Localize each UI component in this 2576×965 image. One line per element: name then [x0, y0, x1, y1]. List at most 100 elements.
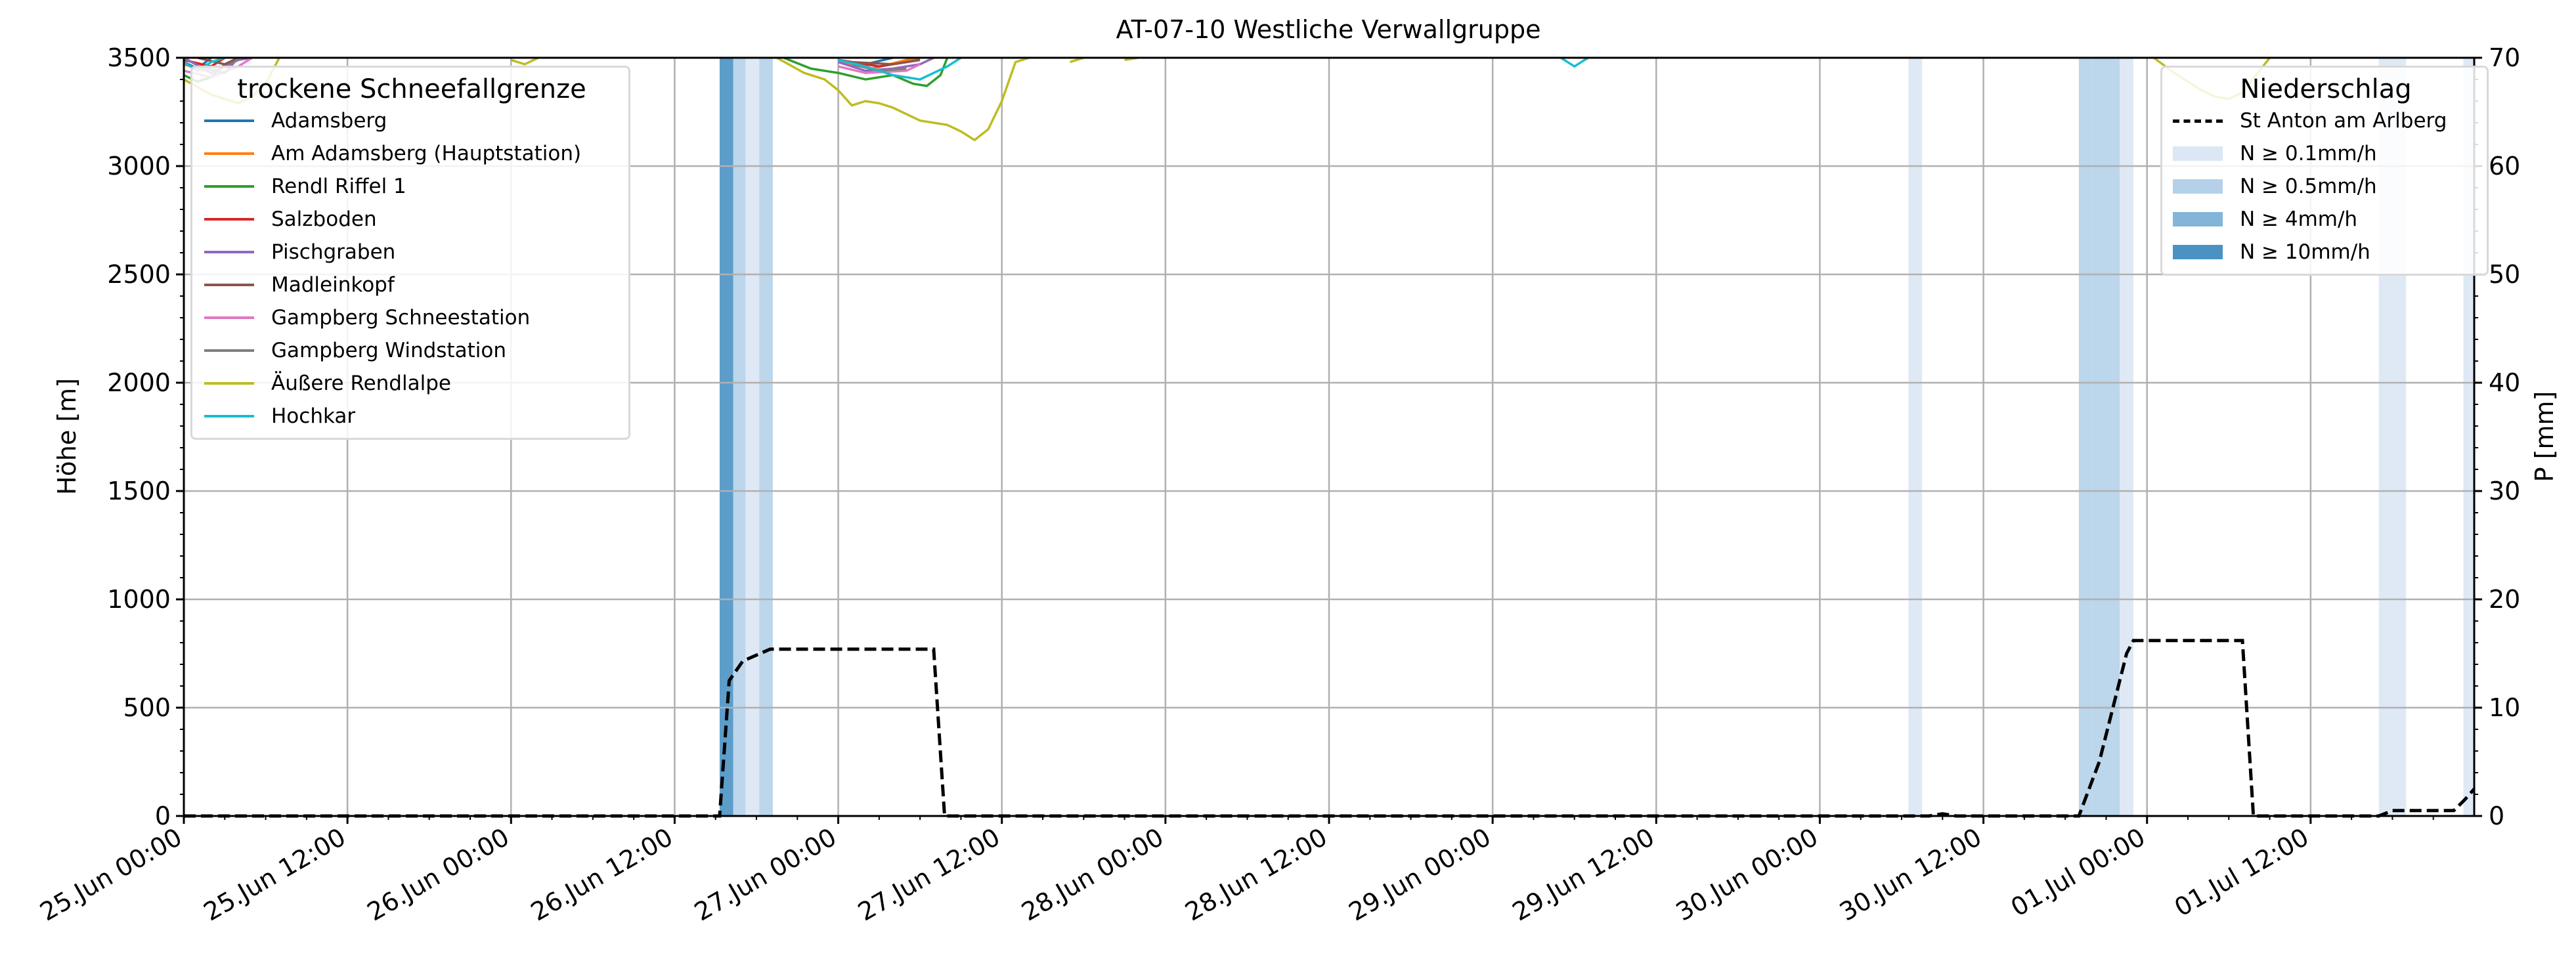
legend-snowline-label: Hochkar: [271, 404, 356, 428]
x-tick-label: 28.Jun 12:00: [1180, 823, 1332, 927]
x-tick-label: 26.Jun 12:00: [526, 823, 678, 927]
legend-intensity-entry: N ≥ 10mm/h: [2173, 236, 2479, 268]
legend-intensity-swatch: [2173, 146, 2223, 161]
legend-line-swatch: [204, 382, 254, 385]
legend-intensity-entry: N ≥ 0.1mm/h: [2173, 137, 2479, 170]
precip-band: [2120, 58, 2133, 816]
snowline--u-ere-rendlalpe: [510, 58, 539, 66]
legend-snowline-entry: Gampberg Schneestation: [204, 301, 619, 334]
y-tick-label: 2000: [107, 368, 171, 397]
snowline-hochkar: [1560, 58, 1589, 68]
legend-line-swatch: [204, 415, 254, 418]
legend-snowline: trockene Schneefallgrenze Adamsberg Am Ad…: [190, 66, 630, 440]
legend-intensity-label: N ≥ 10mm/h: [2240, 240, 2370, 264]
precip-band: [745, 58, 760, 816]
legend-snowline-entry: Madleinkopf: [204, 268, 619, 301]
legend-intensity-label: N ≥ 0.5mm/h: [2240, 175, 2377, 198]
precip-band: [2078, 58, 2093, 816]
legend-snowline-label: Salzboden: [271, 207, 377, 231]
legend-line-swatch: [204, 349, 254, 352]
legend-intensity-entry: N ≥ 4mm/h: [2173, 203, 2479, 236]
legend-snowline-label: Äußere Rendlalpe: [271, 372, 451, 395]
x-tick-label: 01.Jul 00:00: [2006, 823, 2150, 922]
precip-band: [719, 58, 733, 816]
x-tick-label: 27.Jun 00:00: [689, 823, 841, 927]
legend-snowline-entry: Am Adamsberg (Hauptstation): [204, 137, 619, 170]
y2-tick-label: 40: [2489, 368, 2520, 397]
legend-snowline-label: Adamsberg: [271, 109, 387, 133]
legend-line-swatch: [204, 251, 254, 253]
legend-snowline-entry: Salzboden: [204, 203, 619, 236]
y-axis-left: 0 500 1000 1500 2000 2500 3000 3500: [107, 43, 184, 830]
legend-snowline-entry: Gampberg Windstation: [204, 334, 619, 367]
y2-tick-label: 70: [2489, 43, 2520, 72]
precip-band: [759, 58, 773, 816]
legend-intensity-label: N ≥ 4mm/h: [2240, 207, 2358, 231]
legend-line-swatch: [204, 316, 254, 319]
y2-tick-label: 20: [2489, 585, 2520, 614]
x-axis: 25.Jun 00:00 25.Jun 12:00 26.Jun 00:00 26.J…: [35, 816, 2434, 927]
legend-precip: Niederschlag St Anton am Arlberg N ≥ 0.1…: [2160, 66, 2489, 276]
legend-intensity-label: N ≥ 0.1mm/h: [2240, 142, 2377, 165]
legend-intensity-swatch: [2173, 245, 2223, 259]
x-tick-label: 30.Jun 12:00: [1835, 823, 1986, 927]
y-tick-label: 3500: [107, 43, 171, 72]
precip-bands: [719, 58, 2474, 816]
precip-band: [733, 58, 746, 816]
x-tick-label: 25.Jun 00:00: [35, 823, 186, 927]
x-tick-label: 26.Jun 00:00: [362, 823, 514, 927]
x-tick-label: 30.Jun 00:00: [1671, 823, 1823, 927]
x-tick-label: 01.Jul 12:00: [2170, 823, 2313, 922]
snowline--u-ere-rendlalpe: [776, 58, 1030, 142]
legend-intensity-swatch: [2173, 179, 2223, 194]
legend-line-swatch: [204, 185, 254, 188]
snowline-madleinkopf: [852, 58, 921, 66]
legend-snowline-label: Pischgraben: [271, 240, 396, 264]
y2-axis-label: P [mm]: [2530, 391, 2559, 482]
x-tick-label: 28.Jun 00:00: [1016, 823, 1168, 927]
x-tick-label: 27.Jun 12:00: [853, 823, 1005, 927]
y-axis-right: 0 10 20 30 40 50 60 70: [2474, 43, 2520, 830]
chart-title: AT-07-10 Westliche Verwallgruppe: [1116, 15, 1541, 44]
legend-intensity-swatch: [2173, 212, 2223, 226]
x-tick-label: 25.Jun 12:00: [199, 823, 351, 927]
legend-snowline-label: Gampberg Windstation: [271, 339, 506, 362]
legend-snowline-entry: Pischgraben: [204, 236, 619, 268]
y-tick-label: 1500: [107, 477, 171, 505]
legend-snowline-label: Am Adamsberg (Hauptstation): [271, 142, 582, 165]
precip-band: [1908, 58, 1923, 816]
legend-snowline-entry: Äußere Rendlalpe: [204, 367, 619, 400]
legend-precip-line-label: St Anton am Arlberg: [2240, 109, 2447, 133]
legend-line-swatch: [204, 218, 254, 221]
y-tick-label: 1000: [107, 585, 171, 614]
legend-snowline-label: Rendl Riffel 1: [271, 175, 406, 198]
precip-band: [2092, 58, 2120, 816]
y-tick-label: 2500: [107, 260, 171, 289]
legend-snowline-label: Madleinkopf: [271, 273, 395, 297]
snowline-hochkar: [838, 58, 962, 81]
legend-line-swatch: [204, 284, 254, 286]
legend-precip-line-entry: St Anton am Arlberg: [2173, 104, 2479, 137]
legend-snowline-label: Gampberg Schneestation: [271, 306, 531, 330]
legend-snowline-entry: Rendl Riffel 1: [204, 170, 619, 203]
y-tick-label: 0: [155, 802, 171, 830]
y2-tick-label: 0: [2489, 802, 2504, 830]
y2-tick-label: 50: [2489, 260, 2520, 289]
y2-tick-label: 60: [2489, 152, 2520, 181]
y2-tick-label: 10: [2489, 693, 2520, 722]
legend-line-swatch: [204, 152, 254, 155]
y-tick-label: 500: [123, 693, 171, 722]
legend-intensity-entry: N ≥ 0.5mm/h: [2173, 170, 2479, 203]
y-axis-label: Höhe [m]: [53, 378, 81, 495]
legend-line-swatch: [204, 119, 254, 122]
legend-precip-title: Niederschlag: [2240, 74, 2412, 104]
y-tick-label: 3000: [107, 152, 171, 181]
legend-dashed-line-swatch: [2173, 119, 2223, 123]
snowline-madleinkopf: [197, 58, 239, 66]
legend-snowline-title: trockene Schneefallgrenze: [237, 74, 586, 104]
legend-snowline-entry: Adamsberg: [204, 104, 619, 137]
x-tick-label: 29.Jun 00:00: [1344, 823, 1496, 927]
y2-tick-label: 30: [2489, 477, 2520, 505]
x-tick-label: 29.Jun 12:00: [1508, 823, 1659, 927]
